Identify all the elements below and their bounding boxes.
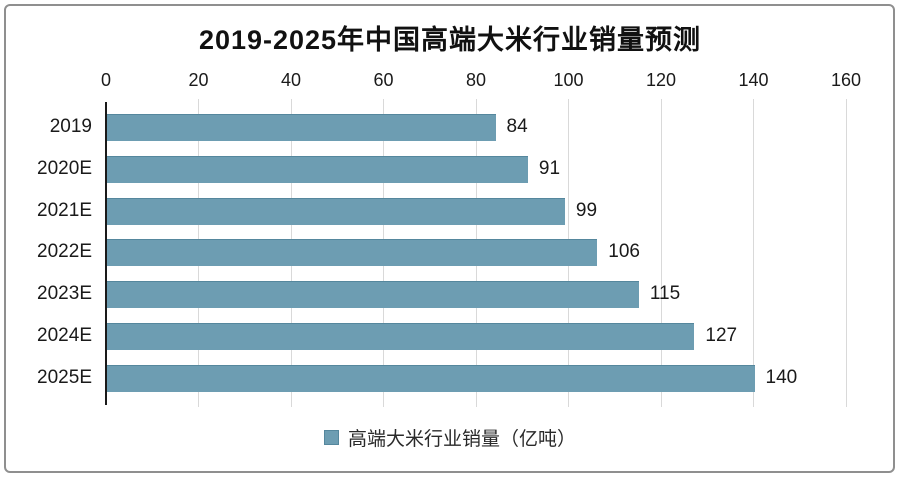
bar <box>107 239 598 267</box>
bar <box>107 155 528 183</box>
category-label: 2019 <box>49 116 92 137</box>
axis-tick-label: 140 <box>738 70 769 90</box>
category-label: 2020E <box>37 157 92 179</box>
gridline <box>660 99 662 407</box>
value-label: 106 <box>608 241 640 263</box>
legend-marker-square <box>323 430 339 445</box>
category-label: 2024E <box>37 325 92 346</box>
axis-tick-label: 120 <box>645 70 677 90</box>
gridline <box>845 99 847 407</box>
value-label: 140 <box>765 366 798 388</box>
axis-tick-label: 40 <box>280 70 302 90</box>
category-label: 2022E <box>37 241 92 263</box>
legend: 高端大米行业销量（亿吨） <box>0 424 900 451</box>
axis-tick-label: 20 <box>188 70 209 90</box>
category-label: 2023E <box>37 283 92 305</box>
bar <box>107 197 565 225</box>
axis-tick-label: 80 <box>465 70 487 90</box>
bar <box>107 281 639 309</box>
value-label: 115 <box>649 283 681 305</box>
value-label: 84 <box>506 116 528 137</box>
bar <box>107 113 496 141</box>
value-label: 99 <box>575 199 598 221</box>
bar <box>107 322 695 350</box>
category-label: 2025E <box>37 366 92 388</box>
axis-tick-label: 100 <box>553 70 584 90</box>
value-label: 91 <box>538 157 561 179</box>
chart-title: 2019-2025年中国高端大米行业销量预测 <box>198 25 702 55</box>
axis-tick-label: 60 <box>373 70 394 90</box>
legend-label: 高端大米行业销量（亿吨） <box>347 429 576 450</box>
category-label: 2021E <box>37 199 92 221</box>
bar <box>107 364 755 392</box>
gridline <box>753 99 754 407</box>
y-axis-line <box>105 102 107 405</box>
value-label: 127 <box>705 325 738 346</box>
axis-tick-label: 160 <box>830 70 862 90</box>
axis-tick-label: 0 <box>100 70 111 90</box>
